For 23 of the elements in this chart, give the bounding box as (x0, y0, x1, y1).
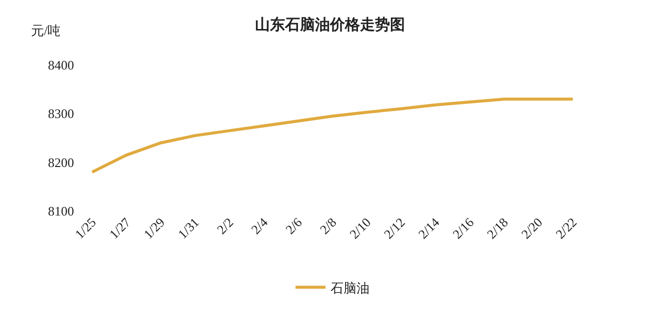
x-tick-label: 1/31 (174, 214, 202, 242)
y-tick-label: 8200 (48, 154, 74, 170)
y-tick-label: 8300 (48, 106, 74, 122)
x-tick-label: 1/25 (72, 214, 99, 242)
x-tick-label: 2/4 (248, 214, 271, 237)
x-tick-label: 2/2 (214, 214, 236, 237)
x-tick-label: 1/27 (106, 214, 134, 242)
x-tick-label: 2/6 (282, 214, 306, 237)
y-tick-label: 8400 (48, 58, 74, 73)
x-tick-label: 2/10 (346, 214, 374, 242)
y-tick-label: 8100 (48, 204, 74, 219)
x-tick-label: 2/20 (518, 214, 546, 242)
x-tick-label: 2/14 (415, 214, 443, 242)
x-tick-label: 1/29 (140, 214, 168, 242)
x-tick-label: 2/16 (450, 214, 477, 242)
legend-label: 石脑油 (330, 280, 370, 296)
y-axis-title: 元/吨 (31, 23, 61, 38)
chart-title: 山东石脑油价格走势图 (255, 15, 405, 34)
x-tick-label: 2/12 (380, 214, 408, 242)
x-tick-label: 2/8 (316, 214, 340, 237)
line-series (90, 98, 574, 174)
x-tick-label: 2/22 (552, 214, 580, 242)
x-tick-label: 2/18 (484, 214, 511, 242)
